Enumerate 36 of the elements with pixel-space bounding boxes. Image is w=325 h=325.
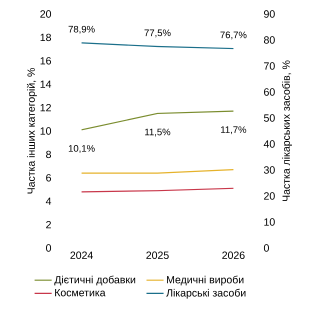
y-tick-label: 10 <box>40 127 52 135</box>
legend-label: Косметика <box>55 289 106 296</box>
legend-label: Дієтичні добавки <box>54 276 136 286</box>
y-tick-label: 0 <box>46 244 52 252</box>
y-tick-label: 18 <box>40 34 52 42</box>
y2-tick-label: 10 <box>264 218 275 226</box>
data-label: 78,9% <box>68 26 95 34</box>
legend-label: Лікарські засоби <box>166 288 246 299</box>
y2-tick-label: 80 <box>264 36 275 44</box>
y2-tick-label: 0 <box>264 244 269 252</box>
y2-tick-label: 90 <box>264 10 275 18</box>
data-label: 11,5% <box>145 128 170 136</box>
y-tick-label: 8 <box>46 150 52 158</box>
y-tick-label: 6 <box>46 174 52 182</box>
y2-tick-label: 40 <box>264 140 275 148</box>
y2-axis-title: Частка лікарських засобів, % <box>282 60 292 202</box>
y-tick-label: 4 <box>46 198 52 205</box>
y2-tick-label: 20 <box>264 192 275 200</box>
data-label: 10,1% <box>68 145 95 153</box>
legend-label: Медичні вироби <box>167 276 244 286</box>
data-label: 11,7% <box>221 126 246 134</box>
y-tick-label: 2 <box>46 220 51 228</box>
x-tick-label: 2026 <box>222 252 245 259</box>
y2-tick-label: 60 <box>264 88 275 96</box>
y-tick-label: 20 <box>40 10 52 18</box>
x-tick-label: 2024 <box>70 252 93 259</box>
y-tick-label: 12 <box>40 104 51 112</box>
data-label: 76,7% <box>220 32 247 40</box>
x-tick-label: 2025 <box>146 252 169 259</box>
y-tick-label: 14 <box>40 80 52 88</box>
y-axis-title: Частка інших категорій, % <box>26 68 37 194</box>
y-tick-label: 16 <box>40 57 52 65</box>
y2-tick-label: 50 <box>264 114 275 122</box>
y2-tick-label: 30 <box>264 166 275 174</box>
data-label: 77,5% <box>144 30 171 38</box>
y2-tick-label: 70 <box>264 62 275 70</box>
